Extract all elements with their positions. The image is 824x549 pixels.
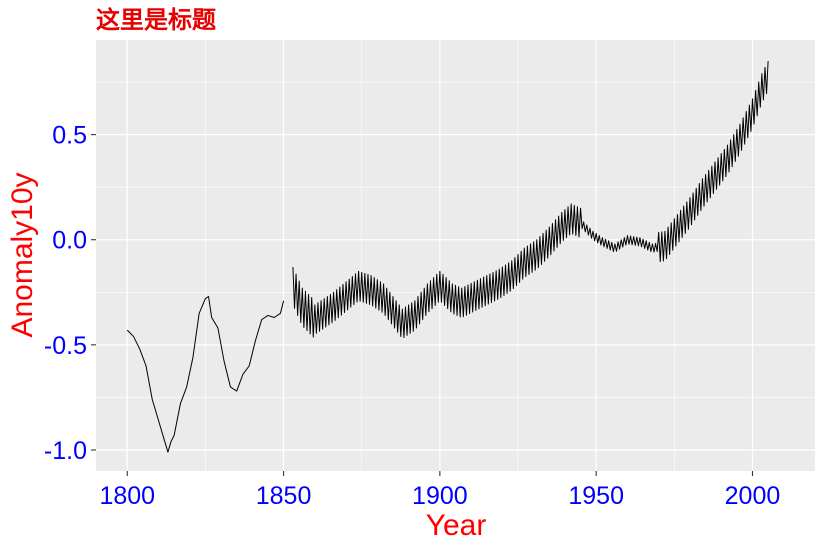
major-gridlines: [96, 40, 815, 471]
x-tick-label: 1950: [568, 482, 624, 510]
chart-title: 这里是标题: [96, 5, 216, 34]
y-tick-label: -0.5: [44, 332, 87, 360]
x-tick-label: 1900: [412, 482, 468, 510]
y-tick-label: -1.0: [44, 437, 87, 465]
x-axis-title: Year: [426, 509, 487, 542]
x-axis: 1800 1850 1900 1950 2000: [99, 471, 780, 510]
series-line: [292, 60, 769, 338]
x-tick-label: 2000: [725, 482, 781, 510]
plot-panel: [96, 40, 815, 471]
y-tick-label: 0.0: [52, 227, 87, 255]
x-tick-label: 1800: [99, 482, 155, 510]
y-tick-label: 0.5: [52, 122, 87, 150]
y-axis-title: Anomaly10y: [6, 172, 39, 337]
x-tick-label: 1850: [256, 482, 312, 510]
series-line: [126, 296, 285, 453]
y-axis: 0.5 0.0 -0.5 -1.0: [44, 122, 96, 465]
data-layer: [126, 60, 769, 453]
